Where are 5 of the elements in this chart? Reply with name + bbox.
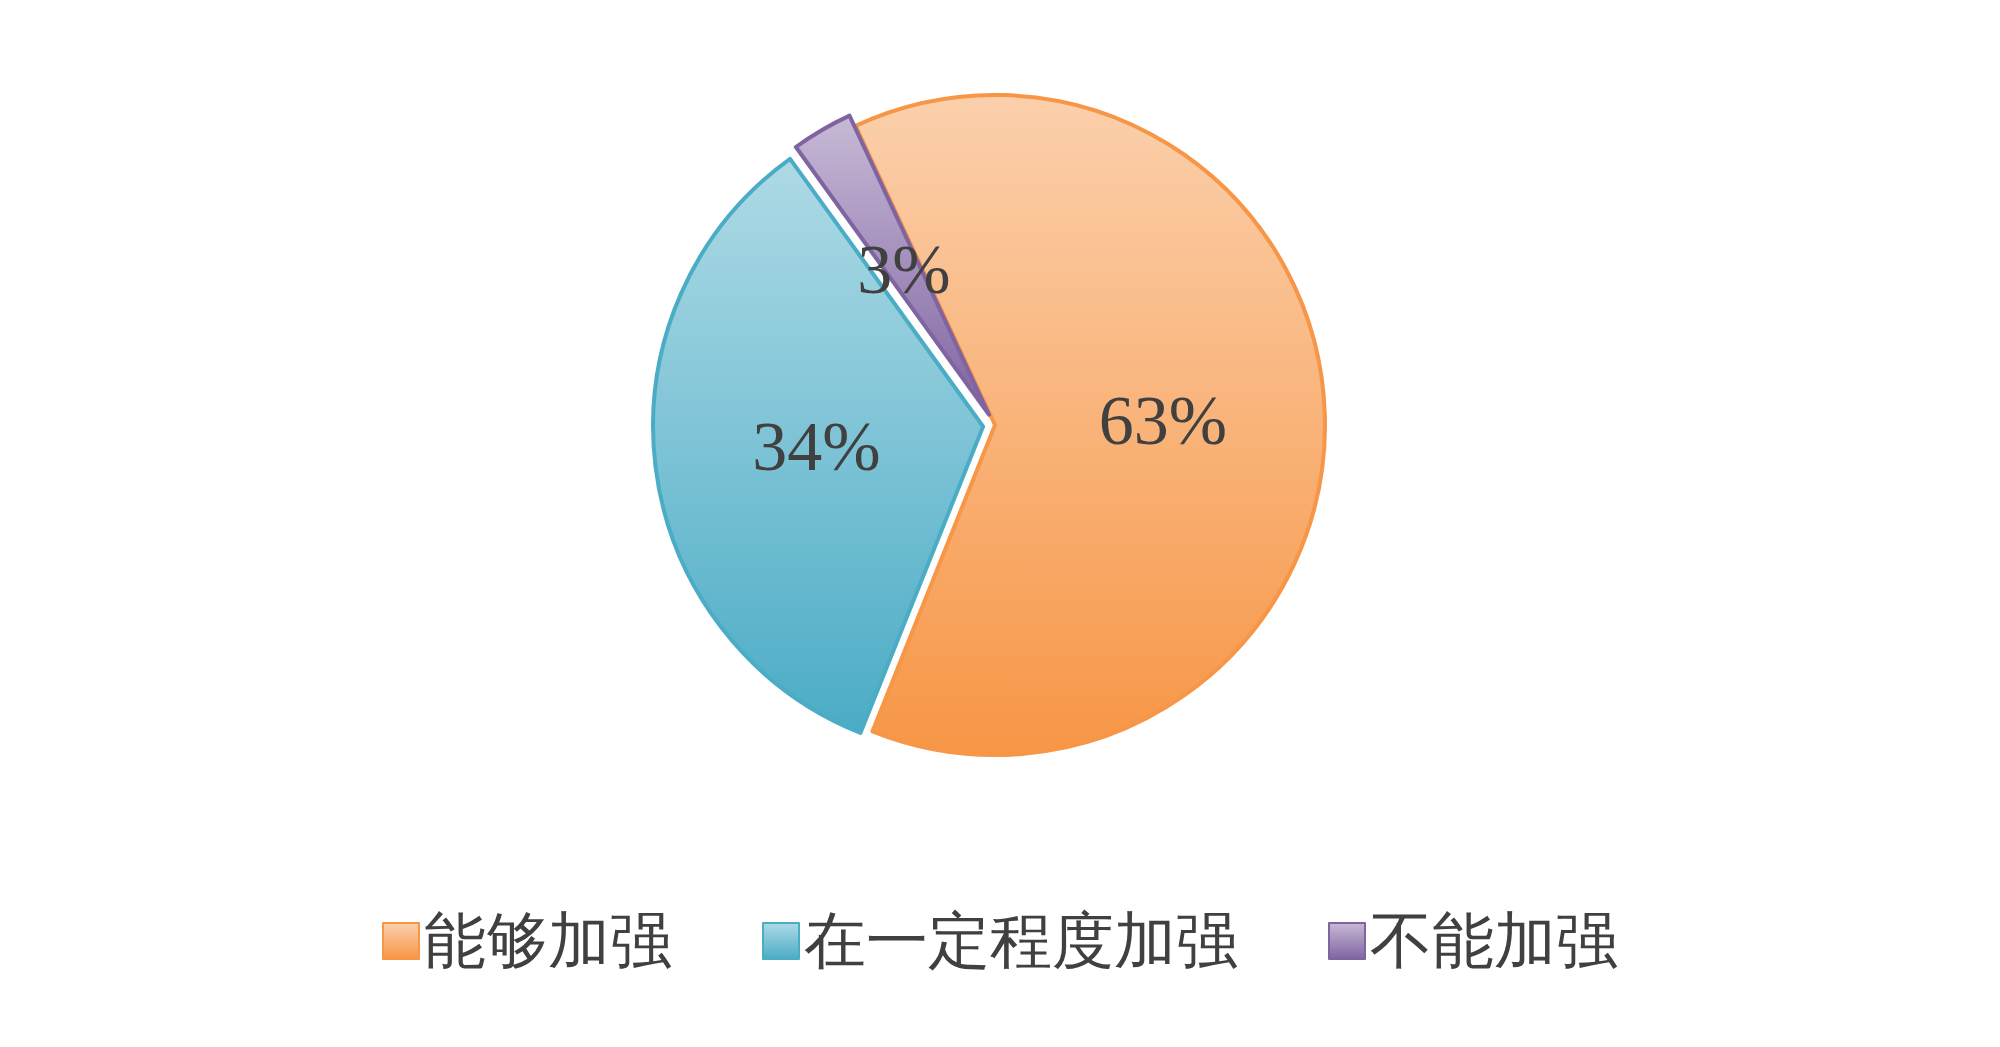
legend-label: 不能加强 xyxy=(1370,907,1618,975)
legend-label: 能够加强 xyxy=(424,907,672,975)
data-label: 34% xyxy=(752,408,881,486)
legend-label: 在一定程度加强 xyxy=(804,907,1238,975)
data-label: 63% xyxy=(1098,381,1228,459)
